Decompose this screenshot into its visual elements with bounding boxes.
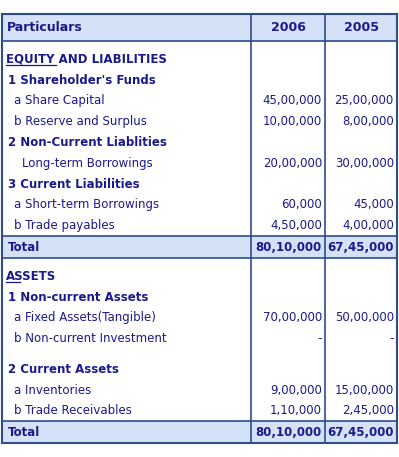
- Text: b Reserve and Surplus: b Reserve and Surplus: [14, 115, 147, 128]
- Text: 45,000: 45,000: [353, 198, 394, 211]
- Text: b Non-current Investment: b Non-current Investment: [14, 332, 167, 345]
- Text: 80,10,000: 80,10,000: [256, 426, 322, 439]
- Text: -: -: [318, 332, 322, 345]
- Text: 30,00,000: 30,00,000: [335, 157, 394, 170]
- Bar: [2, 14, 397, 41]
- Bar: [2, 236, 397, 258]
- Text: Particulars: Particulars: [7, 21, 83, 34]
- Text: 15,00,000: 15,00,000: [335, 383, 394, 397]
- Text: Total: Total: [8, 426, 40, 439]
- Text: b Trade Receivables: b Trade Receivables: [14, 404, 132, 417]
- Text: 80,10,000: 80,10,000: [256, 240, 322, 254]
- Text: Total: Total: [8, 240, 40, 254]
- Text: Long-term Borrowings: Long-term Borrowings: [22, 157, 153, 170]
- Text: 67,45,000: 67,45,000: [327, 240, 394, 254]
- Text: b Trade payables: b Trade payables: [14, 219, 115, 232]
- Text: -: -: [389, 332, 394, 345]
- Bar: [2, 421, 397, 443]
- Text: 1 Non-current Assets: 1 Non-current Assets: [8, 291, 148, 304]
- Text: 1,10,000: 1,10,000: [270, 404, 322, 417]
- Text: a Inventories: a Inventories: [14, 383, 91, 397]
- Text: 70,00,000: 70,00,000: [263, 312, 322, 324]
- Text: 60,000: 60,000: [281, 198, 322, 211]
- Text: a Fixed Assets(Tangible): a Fixed Assets(Tangible): [14, 312, 156, 324]
- Text: 25,00,000: 25,00,000: [335, 95, 394, 107]
- Text: 10,00,000: 10,00,000: [263, 115, 322, 128]
- Text: EQUITY AND LIABILITIES: EQUITY AND LIABILITIES: [6, 53, 167, 66]
- Text: 20,00,000: 20,00,000: [263, 157, 322, 170]
- Text: 2006: 2006: [271, 21, 306, 34]
- Text: ASSETS: ASSETS: [6, 270, 56, 283]
- Text: a Short-term Borrowings: a Short-term Borrowings: [14, 198, 159, 211]
- Text: 50,00,000: 50,00,000: [335, 312, 394, 324]
- Text: 9,00,000: 9,00,000: [270, 383, 322, 397]
- Text: 2 Non-Current Liablities: 2 Non-Current Liablities: [8, 136, 167, 149]
- Text: a Share Capital: a Share Capital: [14, 95, 105, 107]
- Text: 4,50,000: 4,50,000: [270, 219, 322, 232]
- Text: 3 Current Liabilities: 3 Current Liabilities: [8, 178, 140, 191]
- Text: 1 Shareholder's Funds: 1 Shareholder's Funds: [8, 74, 156, 87]
- Text: 2,45,000: 2,45,000: [342, 404, 394, 417]
- Text: 8,00,000: 8,00,000: [342, 115, 394, 128]
- Text: 4,00,000: 4,00,000: [342, 219, 394, 232]
- Text: 45,00,000: 45,00,000: [263, 95, 322, 107]
- Text: 2 Current Assets: 2 Current Assets: [8, 363, 119, 376]
- Text: 2005: 2005: [344, 21, 379, 34]
- Text: 67,45,000: 67,45,000: [327, 426, 394, 439]
